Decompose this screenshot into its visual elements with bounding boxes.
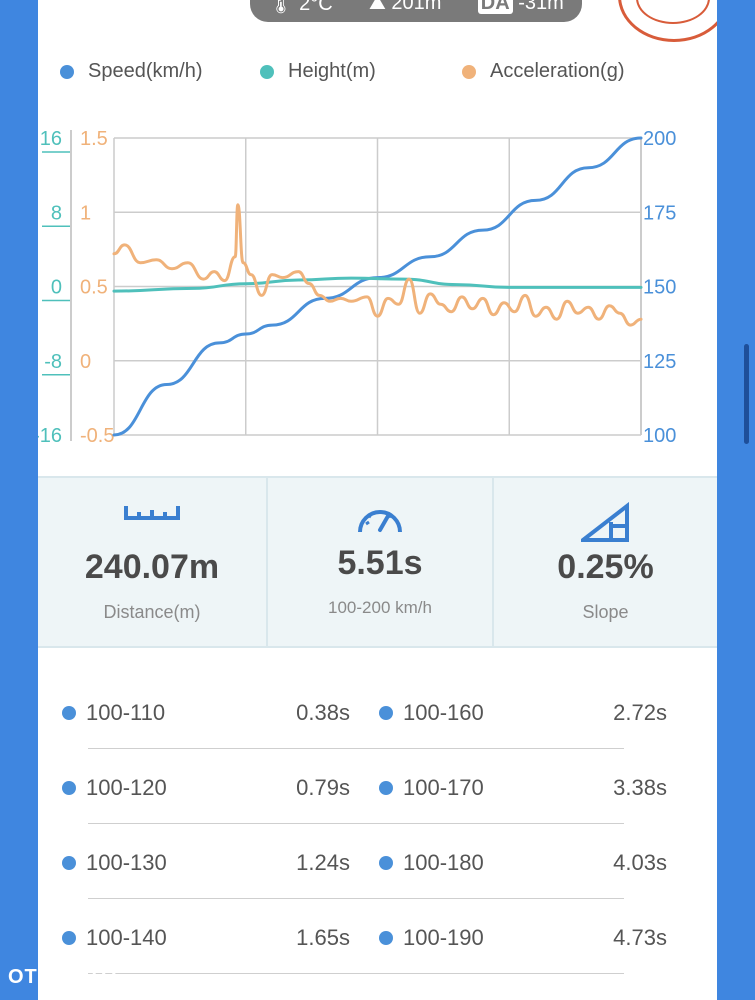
split-range: 100-130 [86,850,167,875]
da-badge: DA [477,0,513,14]
split-time: 1.24s [296,850,350,875]
slope-icon [580,502,629,542]
slope-value: 0.25% [557,548,654,586]
temperature-readout: 🌡 2°C [268,0,333,16]
height-series-line [112,276,643,293]
stats-panel: 240.07m Distance(m) 5.51s 100-200 km/h 0… [38,476,717,648]
acceleration-axis-tick-label: 0.5 [80,277,108,299]
mountain-icon: ⛰ [369,0,386,14]
ruler-icon [124,506,180,520]
split-time: 1.65s [296,925,350,950]
bullet-icon [379,931,393,945]
time-label: 100-200 km/h [328,598,432,617]
split-range: 100-140 [86,925,167,950]
list-item: 100-110 0.38s 100-160 2.72s [38,680,717,755]
time-value: 5.51s [337,544,423,582]
split-time: 4.03s [613,850,667,875]
split-time: 2.72s [613,700,667,725]
row-divider [88,973,624,974]
split-time: 0.79s [296,775,350,800]
split-range: 100-170 [403,775,484,800]
bullet-icon [62,781,76,795]
distance-label: Distance(m) [103,602,201,622]
bullet-icon [62,931,76,945]
list-item: 100-140 1.65s 100-190 4.73s [38,905,717,980]
split-range: 100-190 [403,925,484,950]
height-axis-tick-label: -8 [44,351,62,373]
split-time: 0.38s [296,700,350,725]
speed-axis-tick-label: 200 [643,128,676,150]
split-range: 100-120 [86,775,167,800]
scrollbar[interactable] [744,344,749,444]
watermark: OTOMOTO [8,966,118,988]
acceleration-axis-tick-label: 0 [80,351,91,373]
legend-speed[interactable]: Speed(km/h) [60,60,203,83]
acceleration-axis-tick-label: -0.5 [80,425,114,447]
acceleration-axis-tick-label: 1.5 [80,128,108,150]
slope-label: Slope [582,602,629,622]
acceleration-series-line [112,203,643,327]
bullet-icon [379,781,393,795]
speedometer-icon [358,510,402,533]
bullet-icon [62,856,76,870]
row-divider [88,823,624,824]
legend-height[interactable]: Height(m) [260,60,376,83]
height-axis-tick-label: -16 [38,425,62,447]
height-dot-icon [260,64,274,79]
stat-divider [492,478,494,646]
speed-height-acceleration-chart: 16 8 0 -8 -16 1.5 1 0.5 0 -0.5 200 175 150 125 100 [38,128,676,447]
speed-axis-tick-label: 175 [643,202,676,224]
split-range: 100-180 [403,850,484,875]
row-divider [88,898,624,899]
altitude-readout: ⛰ 201m [369,0,441,15]
list-item: 100-120 0.79s 100-170 3.38s [38,755,717,830]
bullet-icon [62,706,76,720]
acceleration-dot-icon [462,64,476,79]
legend-acceleration[interactable]: Acceleration(g) [462,60,625,83]
density-altitude-readout: DA -31m [477,0,564,15]
speed-dot-icon [60,64,74,79]
conditions-pill: 🌡 2°C ⛰ 201m DA -31m [250,0,582,22]
speed-series-line [112,136,643,437]
distance-value: 240.07m [84,548,220,586]
speed-axis-tick-label: 100 [643,425,676,447]
bullet-icon [379,856,393,870]
slope-stat: 0.25% Slope [494,478,717,646]
speed-axis-tick-label: 125 [643,351,676,373]
distance-stat: 240.07m Distance(m) [38,478,266,646]
chart-legend: Speed(km/h) Height(m) Acceleration(g) [60,60,700,92]
bullet-icon [379,706,393,720]
split-time: 3.38s [613,775,667,800]
split-range: 100-110 [86,700,166,725]
time-stat: 5.51s 100-200 km/h [268,478,492,646]
list-item: 100-130 1.24s 100-180 4.03s [38,830,717,905]
split-range: 100-160 [403,700,484,725]
acceleration-axis-tick-label: 1 [80,202,91,224]
height-axis-tick-label: 8 [51,202,62,224]
split-time: 4.73s [613,925,667,950]
height-axis-tick-label: 0 [51,277,62,299]
stat-divider [266,478,268,646]
speed-axis-tick-label: 150 [643,277,676,299]
row-divider [88,748,624,749]
height-axis-tick-label: 16 [40,128,62,150]
thermometer-icon: 🌡 [268,0,294,15]
